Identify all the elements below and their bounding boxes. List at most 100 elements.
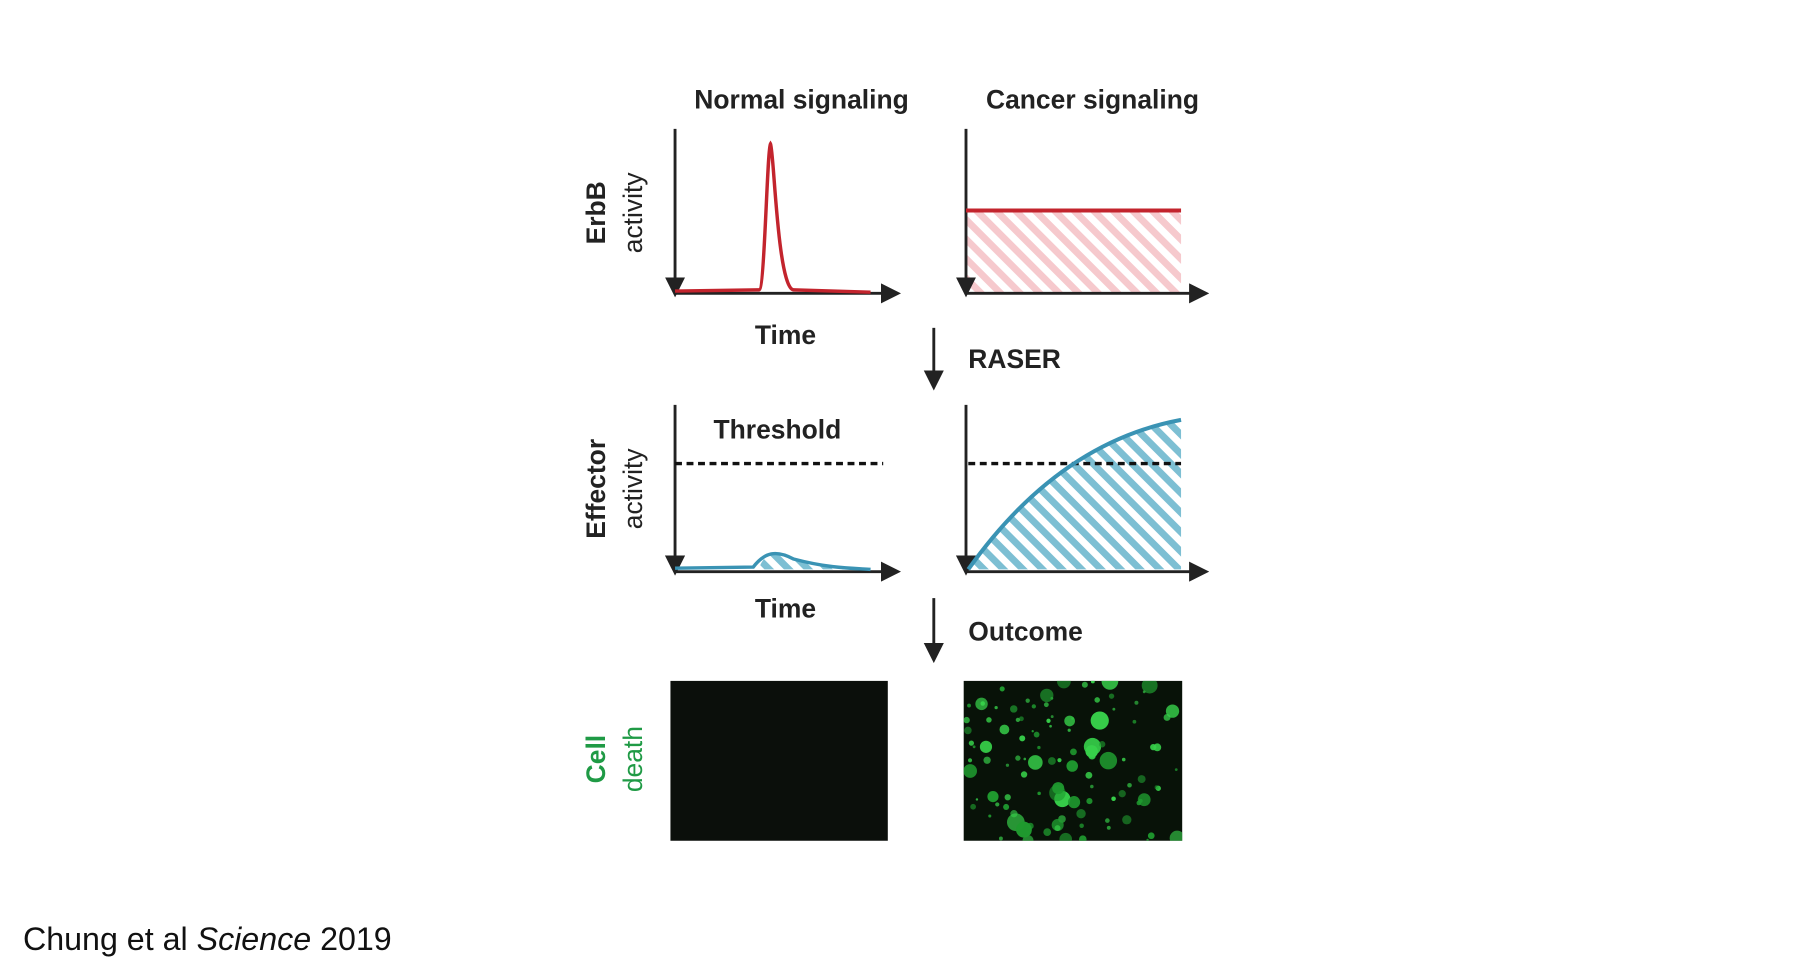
threshold-label: Threshold [714,414,842,444]
cell-dot [1059,832,1073,841]
cell-dot [1031,704,1036,709]
cell-dot [1094,697,1100,703]
cell-dot [1043,702,1049,708]
cell-dot [1108,693,1115,699]
column-title: Normal signaling [694,84,908,114]
cell-dot [1070,748,1077,756]
cell-dot [1037,791,1041,796]
cell-dot [1033,731,1040,738]
cell-dot [975,798,979,801]
cell-dot [1048,757,1056,765]
cell-dot [979,740,993,753]
cell-dot [1142,690,1146,694]
cell-dot [1067,728,1071,732]
citation-year: 2019 [320,920,392,956]
cell-dot [964,726,972,735]
plot-normal-erbb [675,128,897,293]
cell-dot [1003,803,1010,811]
cell-dot [1015,821,1032,838]
cell-dot [1040,688,1054,703]
cell-dot [963,716,970,724]
cell-dot [1136,800,1142,806]
cell-dot [1031,730,1034,733]
cell-dot [1134,700,1139,705]
cell-dot [1015,755,1021,761]
cell-dot [1137,775,1146,784]
cell-dot [1025,698,1030,703]
x-label: Time [755,320,816,350]
cell-dot [1111,796,1116,802]
row-label-line: ErbB [581,181,611,244]
cell-dots [963,680,1183,841]
cell-dot [998,836,1003,841]
cell-dot [963,764,977,778]
cell-dot [1154,785,1159,790]
cell-dot [999,724,1010,735]
cell-dot [1020,771,1028,778]
cell-dot [1085,771,1093,779]
row-label-line: Effector [581,439,611,539]
row-label-line: activity [618,172,648,254]
row-label-line: Cell [581,735,611,784]
plot-cancer-erbb [966,128,1205,293]
citation: Chung et al Science 2019 [23,920,392,956]
cell-dot [1076,808,1086,819]
cell-dot [975,697,988,711]
cell-dot [1146,838,1149,841]
cell-dot [1090,711,1109,730]
cell-dot [1132,719,1137,724]
cell-dot [1079,823,1084,828]
cell-dot [968,740,975,746]
cell-dot [1064,715,1075,727]
cell-dot [1028,755,1043,770]
citation-authors: Chung et al [23,920,188,956]
cell-dot [987,791,999,803]
row-label: Cell death [581,726,648,792]
cell-dot [1010,810,1018,818]
cell-dot [994,706,998,710]
cell-dot [1090,680,1095,684]
cell-dot [1037,745,1041,750]
cell-dot [1066,760,1078,772]
column-title: Cancer signaling [986,84,1199,114]
cell-dot [1019,735,1026,742]
cell-dot [1004,794,1011,801]
cell-dot [986,717,992,723]
cell-dot [1112,707,1116,711]
cell-dot [1005,763,1010,767]
cell-dot [1147,832,1155,840]
cell-dot [1049,724,1052,728]
cell-dot [1043,828,1052,836]
cell-dot [1018,716,1024,722]
cell-dot [1098,741,1106,748]
cell-dot [970,803,976,810]
cell-dot [1150,743,1157,751]
cell-dot [1049,784,1066,802]
cell-dot [1046,718,1051,723]
x-label: Time [755,594,816,624]
cell-dot [1174,768,1178,771]
cell-dot [1086,798,1093,805]
cell-dot [1090,784,1094,789]
cell-dot [1023,757,1027,761]
plot-cancer-effector [966,404,1205,572]
row-label: ErbB activity [581,172,648,254]
cell-dot [1079,835,1087,841]
cell-dot [1067,796,1081,809]
cell-dot [967,758,973,763]
cell-dot [1057,758,1062,763]
cell-dot [1127,782,1132,788]
step-label: RASER [968,344,1061,374]
cell-dot [1105,818,1110,823]
cell-dot [1165,704,1180,718]
cell-dot [1099,751,1118,770]
cell-dot [983,756,991,764]
row-label: Effector activity [581,439,648,539]
citation-journal: Science [197,920,312,956]
cell-dot [1118,790,1126,798]
plot-normal-effector [675,404,897,572]
cell-dot [1122,815,1132,825]
cell-dot [1050,715,1054,719]
cell-dot [1088,752,1096,760]
